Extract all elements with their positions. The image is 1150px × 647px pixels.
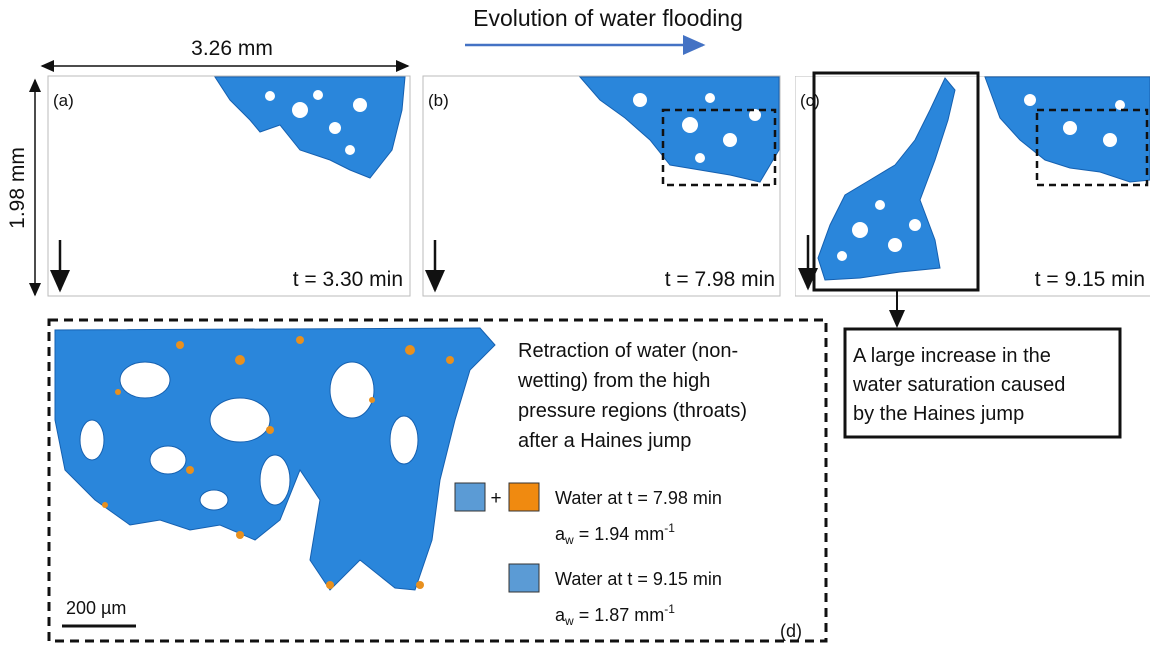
time-label: t = 7.98 min	[665, 268, 775, 291]
description-line: after a Haines jump	[518, 430, 691, 452]
panel-c: t = 9.15 min	[795, 76, 1150, 296]
title: Evolution of water flooding	[473, 5, 743, 31]
panel-label: (c)	[800, 91, 820, 110]
figure: Evolution of water flooding 3.26 mm 1.98…	[0, 0, 1150, 647]
superscript: -1	[664, 602, 675, 616]
value: = 1.87 mm	[574, 605, 665, 625]
panel-label: (b)	[428, 91, 449, 110]
panel-b: (b) t = 7.98 min	[423, 76, 780, 296]
legend-metric: aw = 1.94 mm-1	[555, 521, 675, 547]
height-label: 1.98 mm	[6, 147, 29, 229]
subscript: w	[564, 614, 574, 628]
legend-text: Water at t = 9.15 min	[555, 569, 722, 589]
annotation-line: by the Haines jump	[853, 403, 1024, 425]
description-line: Retraction of water (non-	[518, 340, 738, 362]
time-label: t = 3.30 min	[293, 268, 403, 291]
panel-label: (a)	[53, 91, 74, 110]
annotation-line: water saturation caused	[852, 374, 1065, 396]
panel-a: (a) t = 3.30 min	[48, 76, 410, 296]
legend-text: Water at t = 7.98 min	[555, 488, 722, 508]
scale-bar-label: 200 µm	[66, 598, 126, 618]
panel-label: (d)	[780, 621, 802, 641]
superscript: -1	[664, 521, 675, 535]
description-line: wetting) from the high	[517, 370, 710, 392]
description-line: pressure regions (throats)	[518, 400, 747, 422]
panel-d: Retraction of water (non- wetting) from …	[49, 320, 826, 641]
width-label: 3.26 mm	[191, 37, 273, 60]
time-label: t = 9.15 min	[1035, 268, 1145, 291]
annotation-line: A large increase in the	[853, 345, 1051, 367]
value: = 1.94 mm	[574, 524, 665, 544]
subscript: w	[564, 533, 574, 547]
plus-sign: +	[490, 488, 501, 509]
legend-metric: aw = 1.87 mm-1	[555, 602, 675, 628]
